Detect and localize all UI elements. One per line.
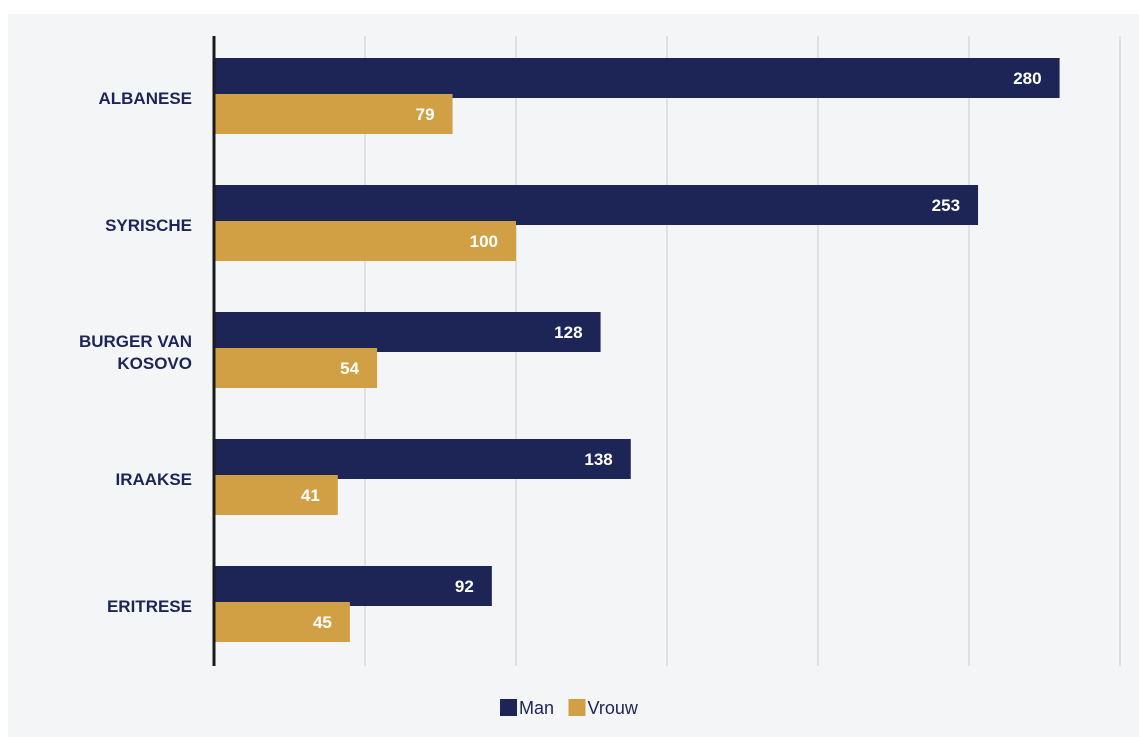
data-label-man-syrische: 253	[932, 196, 960, 215]
data-label-vrouw-iraakse: 41	[301, 486, 320, 505]
data-label-vrouw-burger-van-kosovo: 54	[340, 359, 359, 378]
data-label-man-iraakse: 138	[584, 450, 612, 469]
bar-man-albanese	[214, 58, 1060, 98]
legend-label-man: Man	[519, 698, 554, 718]
bar-man-syrische	[214, 185, 979, 225]
data-label-vrouw-albanese: 79	[416, 105, 435, 124]
bar-vrouw-iraakse	[214, 475, 338, 515]
bar-vrouw-albanese	[214, 94, 453, 134]
category-label-iraakse: IRAAKSE	[115, 470, 192, 489]
bar-vrouw-syrische	[214, 221, 516, 261]
chart-panel	[8, 14, 1139, 737]
category-label-burger-van-kosovo: BURGER VAN KOSOVO	[79, 332, 192, 373]
category-label-syrische: SYRISCHE	[105, 216, 192, 235]
data-label-vrouw-syrische: 100	[470, 232, 498, 251]
bar-vrouw-burger-van-kosovo	[214, 348, 378, 388]
data-label-man-eritrese: 92	[455, 577, 474, 596]
category-label-eritrese: ERITRESE	[107, 597, 192, 616]
bar-vrouw-eritrese	[214, 602, 350, 642]
bar-man-iraakse	[214, 439, 631, 479]
bar-man-eritrese	[214, 566, 492, 606]
data-label-man-albanese: 280	[1013, 69, 1041, 88]
bar-man-burger-van-kosovo	[214, 312, 601, 352]
category-label-albanese: ALBANESE	[98, 89, 192, 108]
data-label-man-burger-van-kosovo: 128	[554, 323, 582, 342]
legend-swatch-man	[500, 699, 517, 716]
legend-label-vrouw: Vrouw	[588, 698, 639, 718]
data-label-vrouw-eritrese: 45	[313, 613, 332, 632]
legend-swatch-vrouw	[568, 699, 586, 716]
